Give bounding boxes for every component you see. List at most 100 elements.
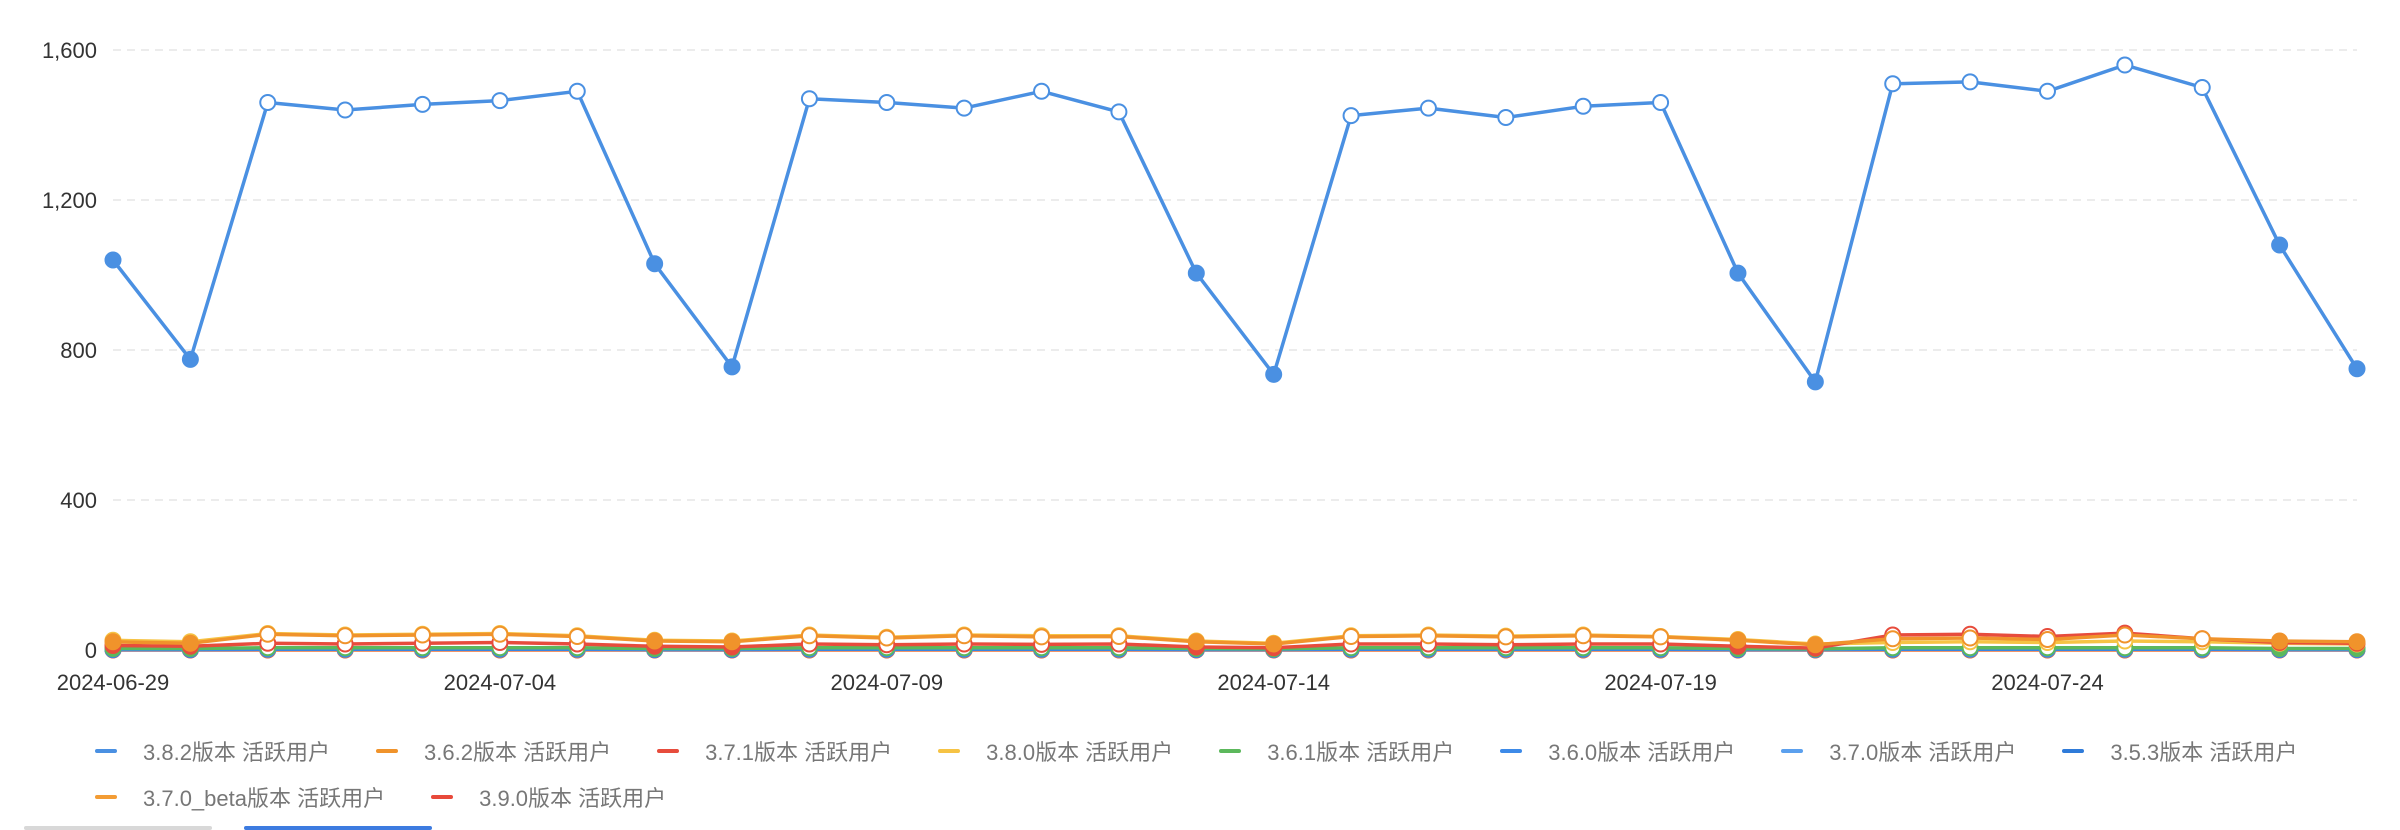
legend-swatch [431,795,454,799]
legend-item[interactable]: 3.6.2版本 活跃用户 [376,735,611,767]
data-point[interactable] [104,251,122,269]
data-point[interactable] [1652,628,1670,646]
y-tick-label: 400 [60,488,97,513]
legend-label: 3.6.0版本 活跃用户 [1548,740,1736,765]
data-point[interactable] [1033,628,1051,646]
data-point[interactable] [1961,629,1979,647]
legend-item[interactable]: 3.8.2版本 活跃用户 [95,735,330,767]
data-point[interactable] [568,82,586,100]
legend-swatch [938,749,961,753]
data-point[interactable] [1884,75,1902,93]
legend-label: 3.7.0版本 活跃用户 [1829,740,2017,765]
legend-item[interactable]: 3.6.0版本 活跃用户 [1500,735,1735,767]
data-point[interactable] [1419,99,1437,117]
data-point[interactable] [491,92,509,110]
data-point[interactable] [2038,82,2056,100]
data-point[interactable] [2116,56,2134,74]
data-point[interactable] [1806,636,1824,654]
data-point[interactable] [1265,365,1283,383]
data-point[interactable] [1574,627,1592,645]
data-point[interactable] [1187,633,1205,651]
x-tick-label: 2024-07-09 [831,670,944,695]
data-point[interactable] [723,358,741,376]
data-point[interactable] [1265,635,1283,653]
data-point[interactable] [1497,109,1515,126]
data-point[interactable] [336,627,354,645]
data-point[interactable] [646,632,664,650]
scroll-indicator-inactive[interactable] [24,826,212,830]
scroll-indicator-active[interactable] [244,826,432,830]
data-point[interactable] [1884,630,1902,648]
data-point[interactable] [878,629,896,647]
data-point[interactable] [2193,630,2211,648]
data-point[interactable] [2193,79,2211,96]
legend-item[interactable]: 3.8.0版本 活跃用户 [938,735,1173,767]
data-point[interactable] [1033,82,1051,100]
x-tick-label: 2024-06-29 [57,670,170,695]
legend-swatch [1219,749,1242,753]
data-point[interactable] [1419,627,1437,645]
legend-label: 3.6.1版本 活跃用户 [1267,740,1455,765]
data-point[interactable] [1729,631,1747,649]
data-point[interactable] [1806,373,1824,391]
data-point[interactable] [1497,628,1515,646]
legend-item[interactable]: 3.5.3版本 活跃用户 [2062,735,2297,767]
y-tick-label: 800 [60,338,97,363]
data-point[interactable] [336,101,354,119]
data-point[interactable] [2348,633,2366,651]
data-point[interactable] [1342,628,1360,645]
data-point[interactable] [104,633,122,651]
data-point[interactable] [2116,626,2134,644]
data-point[interactable] [2271,236,2289,254]
x-axis: 2024-06-29 2024-07-04 2024-07-09 2024-07-14… [57,670,2104,695]
data-point[interactable] [2271,632,2289,650]
data-point[interactable] [1342,107,1360,125]
legend-label: 3.8.0版本 活跃用户 [986,740,1174,765]
data-point[interactable] [2348,360,2366,378]
data-point[interactable] [259,625,277,643]
data-point[interactable] [1574,97,1592,115]
x-tick-label: 2024-07-04 [444,670,557,695]
data-point[interactable] [800,627,818,645]
data-point[interactable] [1729,264,1747,282]
data-point[interactable] [1110,103,1128,121]
data-point[interactable] [1110,628,1128,645]
data-point[interactable] [723,633,741,651]
data-point[interactable] [1187,264,1205,282]
legend-label: 3.9.0版本 活跃用户 [479,786,667,811]
legend-swatch [1781,749,1804,753]
series-line [112,632,2358,647]
series-line [111,63,2359,384]
data-point[interactable] [491,625,509,643]
legend-item[interactable]: 3.6.1版本 活跃用户 [1219,735,1454,767]
legend-swatch [2062,749,2085,753]
data-point[interactable] [414,95,432,113]
data-point[interactable] [878,94,896,111]
data-point[interactable] [646,255,664,273]
series-group [104,625,2366,654]
data-point[interactable] [800,90,818,108]
series-line [112,631,2358,650]
data-point[interactable] [955,99,973,117]
y-tick-label: 1,200 [42,188,97,213]
legend-item[interactable]: 3.7.0_beta版本 活跃用户 [95,781,385,813]
legend-swatch [95,749,117,753]
legend-item[interactable]: 3.7.1版本 活跃用户 [657,735,892,767]
data-point[interactable] [1652,94,1670,111]
data-point[interactable] [414,626,432,644]
legend-item[interactable]: 3.7.0版本 活跃用户 [1781,735,2016,767]
x-tick-label: 2024-07-24 [1991,670,2104,695]
series-lines [104,56,2366,659]
data-point[interactable] [259,94,277,111]
legend-item[interactable]: 3.9.0版本 活跃用户 [431,781,666,813]
y-tick-label: 1,600 [42,38,97,63]
data-point[interactable] [568,628,586,645]
data-point[interactable] [181,350,199,368]
data-point[interactable] [955,627,973,645]
data-point[interactable] [1961,73,1979,91]
data-point[interactable] [2038,631,2056,648]
legend-label: 3.7.0_beta版本 活跃用户 [143,786,386,811]
legend-label: 3.5.3版本 活跃用户 [2110,740,2298,765]
data-point[interactable] [181,634,199,652]
